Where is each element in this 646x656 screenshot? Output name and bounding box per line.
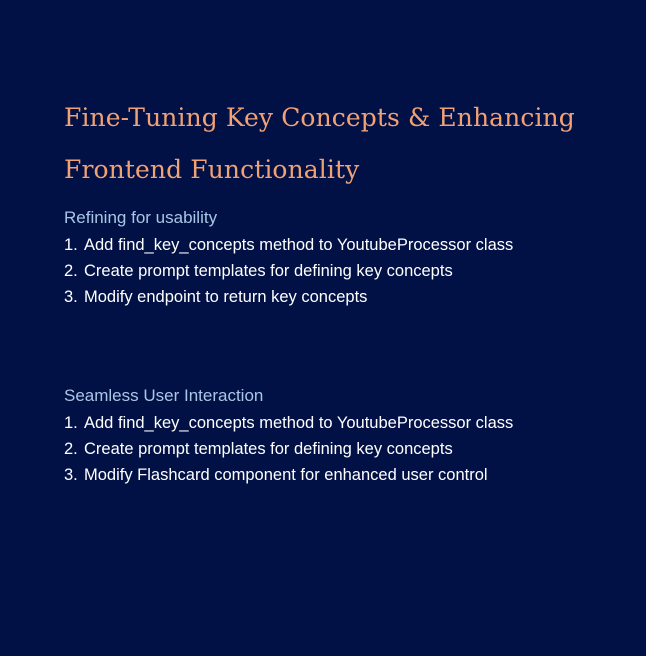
list-item: 2. Create prompt templates for defining … — [64, 258, 584, 284]
slide-title: Fine-Tuning Key Concepts & Enhancing Fro… — [64, 103, 575, 184]
list-item-number: 3. — [64, 466, 78, 484]
list-item: 1. Add find_key_concepts method to Youtu… — [64, 232, 584, 258]
section-heading: Refining for usability — [64, 208, 218, 227]
list-item: 1. Add find_key_concepts method to Youtu… — [64, 410, 584, 436]
section-seamless-user-interaction: Seamless User Interaction 1. Add find_ke… — [64, 384, 584, 488]
list-item-number: 1. — [64, 414, 78, 432]
list-item: 2. Create prompt templates for defining … — [64, 436, 584, 462]
list-item-number: 2. — [64, 440, 78, 458]
numbered-list: 1. Add find_key_concepts method to Youtu… — [64, 232, 584, 310]
list-item-text: Modify Flashcard component for enhanced … — [84, 466, 488, 484]
list-item-number: 2. — [64, 262, 78, 280]
list-item-text: Add find_key_concepts method to YoutubeP… — [84, 414, 514, 432]
list-item-text: Add find_key_concepts method to YoutubeP… — [84, 236, 514, 254]
numbered-list: 1. Add find_key_concepts method to Youtu… — [64, 410, 584, 488]
list-item-text: Modify endpoint to return key concepts — [84, 288, 368, 306]
list-item-text: Create prompt templates for defining key… — [84, 440, 453, 458]
list-item: 3. Modify Flashcard component for enhanc… — [64, 462, 584, 488]
list-item-number: 1. — [64, 236, 78, 254]
section-refining-for-usability: Refining for usability 1. Add find_key_c… — [64, 206, 584, 310]
list-item: 3. Modify endpoint to return key concept… — [64, 284, 584, 310]
section-heading: Seamless User Interaction — [64, 386, 264, 405]
list-item-text: Create prompt templates for defining key… — [84, 262, 453, 280]
list-item-number: 3. — [64, 288, 78, 306]
